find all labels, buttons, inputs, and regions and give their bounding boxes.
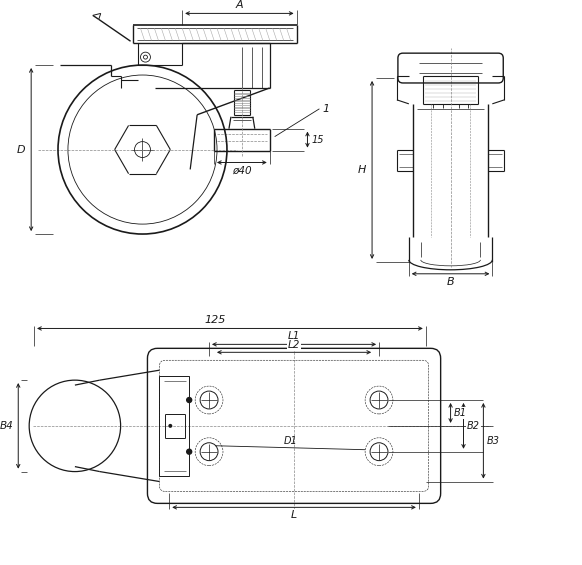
Text: D: D [17, 145, 26, 155]
Circle shape [168, 424, 172, 428]
Circle shape [144, 55, 147, 59]
Text: L2: L2 [288, 340, 300, 350]
Text: B3: B3 [487, 436, 500, 446]
Text: B2: B2 [467, 421, 480, 431]
Text: 125: 125 [204, 315, 226, 324]
Circle shape [187, 449, 191, 454]
Text: B: B [447, 277, 455, 287]
Text: H: H [358, 165, 366, 175]
Circle shape [187, 398, 191, 402]
Text: 15: 15 [311, 134, 324, 145]
Text: A: A [236, 1, 243, 10]
Text: B1: B1 [454, 408, 467, 418]
Text: ø40: ø40 [232, 166, 251, 175]
Bar [159, 376, 189, 476]
Text: D1: D1 [284, 436, 298, 446]
Text: L1: L1 [288, 332, 300, 341]
Text: L: L [291, 510, 297, 520]
Text: B4: B4 [0, 421, 13, 431]
Text: 1: 1 [322, 104, 329, 114]
